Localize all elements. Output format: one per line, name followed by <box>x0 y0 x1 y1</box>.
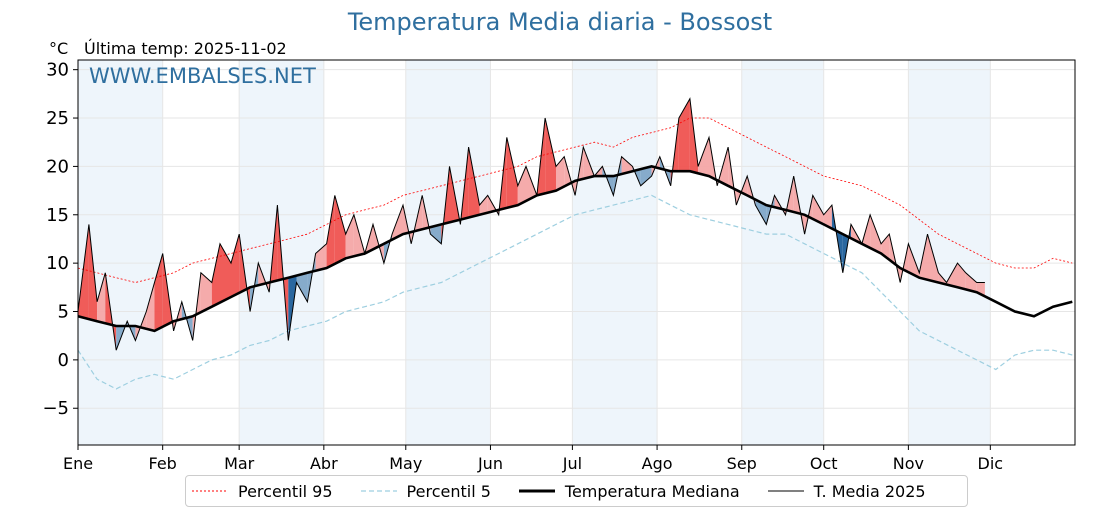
above-median-fill <box>146 282 155 331</box>
y-tick-label: 20 <box>46 156 69 177</box>
x-tick-label: Mar <box>224 454 255 473</box>
x-tick-label: Jun <box>477 454 503 473</box>
legend-item-current: T. Media 2025 <box>767 481 926 501</box>
above-median-fill <box>211 243 220 307</box>
below-median-fill <box>640 166 652 186</box>
series-current-line <box>77 97 985 351</box>
above-median-fill <box>326 195 335 268</box>
x-tick-label: Sep <box>727 454 757 473</box>
month-band <box>405 60 491 445</box>
above-median-fill <box>345 214 354 259</box>
above-median-fill <box>506 137 518 208</box>
anomaly-fills <box>78 98 985 351</box>
x-tick-label: Ago <box>642 454 673 473</box>
below-median-fill <box>430 224 442 244</box>
legend-label: Temperatura Mediana <box>564 481 740 501</box>
above-median-fill <box>881 234 890 260</box>
series-p5-line <box>77 194 1073 390</box>
legend-swatch-p95 <box>192 490 228 492</box>
x-tick-label: Feb <box>149 454 177 473</box>
series-lines <box>77 97 1073 390</box>
y-tick-label: −5 <box>42 398 69 419</box>
above-median-fill <box>957 263 966 290</box>
legend-item-p5: Percentil 5 <box>360 481 491 501</box>
legend-swatch-median <box>518 489 555 493</box>
above-median-fill <box>946 263 958 288</box>
x-axis: Ene Feb Mar Abr May Jun Jul Ago Sep Oct Nov Dic <box>63 445 1003 473</box>
y-axis: −5 0 5 10 15 20 25 30 <box>42 60 78 419</box>
above-median-fill <box>517 166 526 206</box>
below-median-fill <box>296 272 308 302</box>
legend-swatch-p5 <box>360 490 397 492</box>
x-tick-label: Dic <box>978 454 1004 473</box>
above-median-fill <box>154 253 163 331</box>
plot-frame <box>77 59 1076 446</box>
x-tick-label: Ene <box>63 454 93 473</box>
above-median-fill <box>315 243 327 271</box>
above-median-fill <box>889 234 901 283</box>
above-median-fill <box>468 147 480 218</box>
x-tick-label: Oct <box>810 454 838 473</box>
y-tick-label: 25 <box>46 108 69 129</box>
legend: Percentil 95 Percentil 5 Temperatura Med… <box>185 475 968 507</box>
above-median-fill <box>334 195 346 264</box>
above-median-fill <box>97 272 106 324</box>
above-median-fill <box>698 137 709 177</box>
above-median-fill <box>823 205 832 229</box>
above-median-fill <box>965 272 977 293</box>
above-median-fill <box>556 156 565 191</box>
above-median-fill <box>812 195 824 225</box>
above-median-fill <box>231 234 240 297</box>
y-tick-label: 15 <box>46 205 69 226</box>
x-tick-label: Nov <box>893 454 924 473</box>
chart-title: Temperatura Media diaria - Bossost <box>347 8 773 36</box>
x-tick-label: Abr <box>310 454 338 473</box>
watermark: WWW.EMBALSES.NET <box>89 64 316 88</box>
legend-label: Percentil 95 <box>238 481 333 501</box>
legend-swatch-current <box>767 490 804 492</box>
last-temp-label: Última temp: 2025-11-02 <box>84 39 287 58</box>
above-median-fill <box>479 195 488 215</box>
month-band <box>908 60 991 445</box>
month-band <box>741 60 824 445</box>
above-median-fill <box>621 156 633 174</box>
y-tick-label: 5 <box>58 302 69 323</box>
series-median-line <box>77 165 1073 333</box>
above-median-fill <box>88 224 98 322</box>
below-median-fill <box>755 199 767 225</box>
month-band <box>572 60 658 445</box>
above-median-fill <box>927 234 939 283</box>
unit-label: °C <box>49 39 69 58</box>
above-median-fill <box>678 98 690 172</box>
y-tick-label: 10 <box>46 253 69 274</box>
y-tick-label: 30 <box>46 60 69 81</box>
legend-item-p95: Percentil 95 <box>192 482 333 501</box>
legend-label: Percentil 5 <box>406 481 491 501</box>
legend-label: T. Media 2025 <box>813 481 926 501</box>
series-p95-line <box>77 117 1073 283</box>
x-tick-label: Jul <box>562 454 582 473</box>
y-tick-label: 0 <box>58 350 69 371</box>
above-median-fill <box>870 214 882 254</box>
above-median-fill <box>545 118 556 194</box>
month-bands <box>78 60 991 445</box>
legend-item-median: Temperatura Mediana <box>518 481 740 501</box>
above-median-fill <box>200 272 212 313</box>
x-tick-label: May <box>389 454 422 473</box>
